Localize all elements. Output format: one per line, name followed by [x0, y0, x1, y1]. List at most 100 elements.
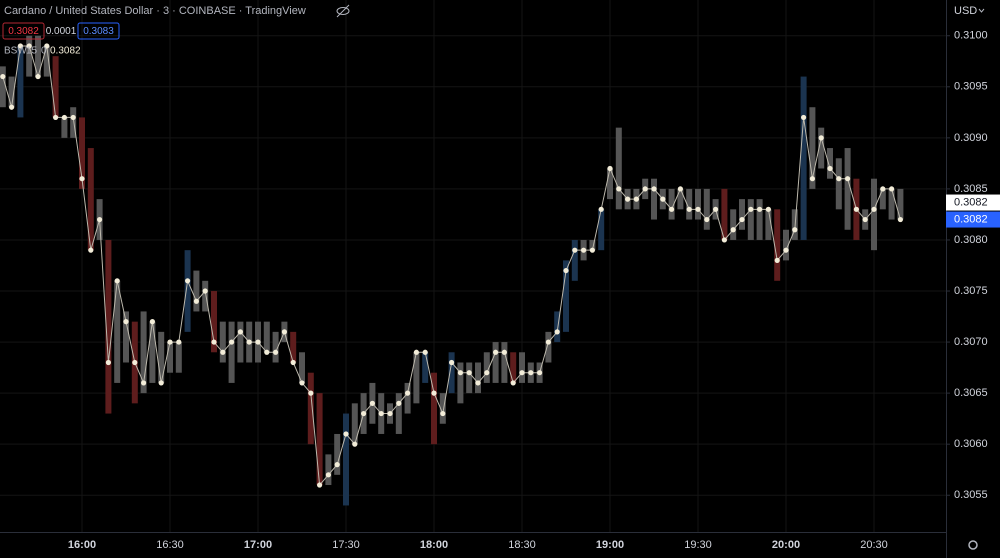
y-tick-label: 0.3085 — [954, 183, 988, 195]
indicator-name: BSW — [4, 46, 27, 57]
bar — [307, 372, 314, 445]
close-dot — [361, 410, 367, 417]
close-dot — [440, 410, 446, 417]
bar — [739, 199, 745, 230]
close-dot — [457, 370, 463, 376]
bar — [237, 321, 244, 363]
close-dot — [185, 278, 191, 284]
close-dot — [651, 186, 657, 192]
close-dot — [229, 339, 235, 345]
bar — [897, 188, 904, 220]
bar — [211, 291, 217, 353]
bar — [413, 352, 420, 404]
close-dot — [792, 227, 798, 233]
close-dot — [193, 298, 199, 304]
bar — [483, 352, 490, 383]
close-dot — [818, 135, 824, 141]
bid-badge — [2, 22, 45, 40]
close-dot — [704, 216, 710, 223]
close-dot — [466, 370, 472, 376]
close-dot — [545, 339, 552, 345]
close-dot — [765, 206, 772, 212]
currency-dropdown[interactable] — [978, 8, 985, 13]
x-tick-label: 18:00 — [420, 539, 448, 551]
bar — [272, 331, 279, 363]
y-tick-label: 0.3060 — [954, 438, 988, 450]
bar — [501, 342, 508, 383]
close-dot — [387, 410, 393, 417]
close-dot — [475, 380, 481, 386]
bar — [510, 352, 517, 383]
bar — [835, 158, 842, 210]
close-dot — [554, 329, 560, 335]
close-dot — [97, 216, 103, 223]
y-tick-label: 0.3075 — [954, 285, 988, 297]
close-dot — [167, 339, 173, 345]
bar — [263, 321, 270, 353]
y-tick-label: 0.3100 — [954, 30, 988, 42]
close-dot — [862, 216, 868, 223]
close-dot — [246, 339, 252, 345]
close-dot — [132, 359, 138, 366]
y-tick-label: 0.3065 — [954, 387, 988, 399]
bar — [545, 331, 552, 363]
spread-text: 0.0001 — [46, 26, 77, 37]
bar — [827, 148, 833, 179]
x-tick-label: 20:00 — [772, 539, 800, 551]
bar — [167, 342, 173, 373]
close-dot — [510, 380, 516, 386]
close-dot — [79, 176, 85, 182]
currency-label[interactable]: USD — [954, 5, 977, 17]
close-dot — [572, 247, 578, 253]
close-dot — [642, 186, 648, 192]
bar — [571, 239, 578, 281]
close-dot — [26, 43, 32, 49]
bid-text: 0.3082 — [8, 26, 39, 37]
bar — [299, 352, 305, 383]
close-dot — [9, 104, 15, 110]
bar — [492, 342, 499, 383]
bar — [8, 76, 15, 108]
indicator-offset: 0 — [41, 46, 47, 57]
price-tag-label: 0.3082 — [954, 196, 988, 208]
close-dot — [748, 206, 754, 212]
bar — [888, 188, 895, 220]
indicator-value: 0.3082 — [50, 46, 81, 57]
bar — [105, 239, 112, 414]
close-dot — [44, 43, 50, 49]
close-dot — [889, 186, 895, 192]
close-dot — [774, 257, 780, 263]
close-dot — [158, 380, 164, 386]
x-tick-label: 18:30 — [508, 539, 536, 551]
eye-icon[interactable] — [336, 4, 350, 18]
close-dot — [827, 165, 833, 172]
gear — [968, 540, 978, 550]
close-dot — [845, 176, 851, 182]
bar — [439, 393, 446, 424]
bar — [818, 127, 825, 169]
close-dot — [625, 196, 631, 202]
close-dot — [141, 380, 147, 386]
bar — [800, 76, 807, 240]
chart-title: Cardano / United States Dollar · 3 · COI… — [4, 5, 306, 17]
close-dot — [281, 329, 287, 335]
bar — [686, 188, 693, 220]
bar — [61, 117, 68, 138]
bar — [475, 362, 481, 394]
close-dot — [669, 206, 675, 212]
close-dot — [334, 462, 340, 468]
close-dot — [70, 114, 76, 121]
close-dot — [537, 370, 543, 376]
bar — [0, 66, 6, 108]
settings-icon[interactable] — [968, 540, 978, 550]
bar — [554, 311, 561, 343]
bar — [677, 188, 684, 210]
bar — [721, 188, 728, 240]
bar — [730, 209, 737, 240]
bar — [219, 321, 226, 363]
close-dot — [616, 186, 622, 192]
close-dot — [405, 390, 411, 396]
bar — [589, 239, 596, 251]
